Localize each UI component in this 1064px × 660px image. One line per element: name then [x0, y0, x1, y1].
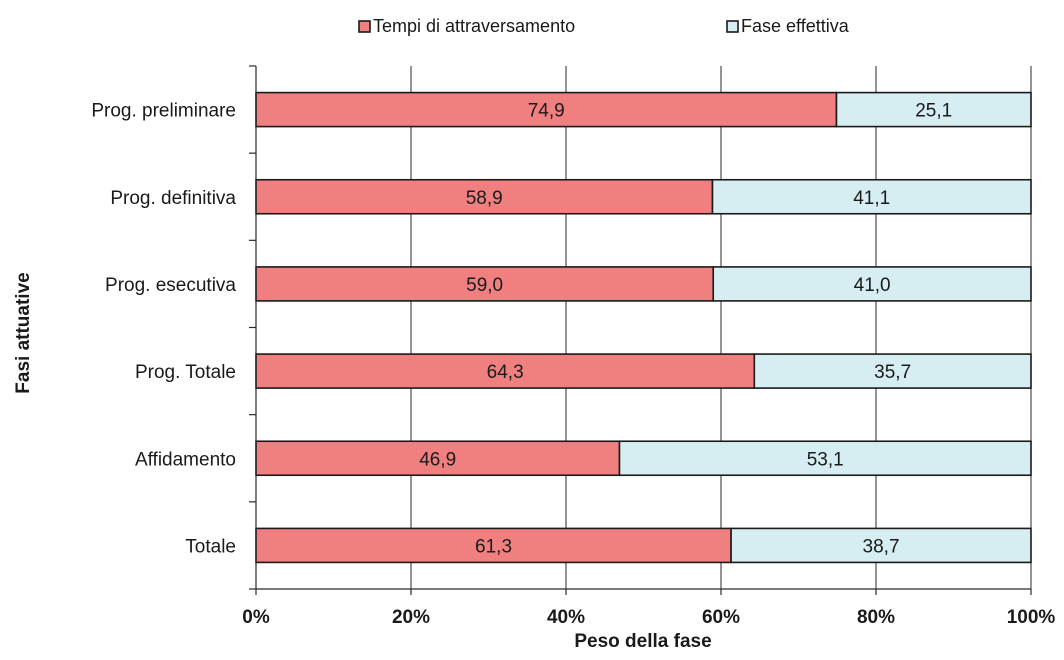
axes: [249, 65, 1032, 595]
bar-segment: [255, 91, 838, 128]
legend-label: Tempi di attraversamento: [373, 16, 575, 36]
bar-segment: [255, 266, 715, 302]
data-label: 25,1: [915, 101, 952, 122]
data-label: 46,9: [419, 449, 456, 470]
x-tick-label: 100%: [1007, 607, 1056, 628]
category-label: Prog. definitiva: [110, 188, 236, 209]
data-label: 58,9: [466, 188, 503, 209]
legend: Tempi di attraversamento Fase effettiva: [358, 16, 850, 36]
category-label: Totale: [185, 536, 236, 557]
data-label: 53,1: [807, 449, 844, 470]
bar-segment: [255, 527, 732, 564]
bar-segment: [835, 91, 1032, 128]
data-label: 64,3: [487, 362, 524, 383]
data-label: 41,1: [853, 188, 890, 209]
data-label: 35,7: [874, 362, 911, 383]
legend-swatch: [358, 20, 371, 33]
labels: 0% 20% 40% 60% 80% 100% Prog. preliminare 74,9 2…: [91, 101, 1055, 628]
category-label: Prog. Totale: [135, 362, 236, 383]
bar-segment: [255, 353, 756, 389]
category-label: Prog. preliminare: [91, 101, 236, 122]
x-axis-title: Peso della fase: [574, 631, 711, 652]
category-label: Prog. esecutiva: [105, 275, 236, 296]
x-tick-label: 20%: [392, 607, 430, 628]
bar-segment: [730, 527, 1032, 564]
data-label: 38,7: [863, 536, 900, 557]
grid-lines: [410, 66, 1032, 589]
legend-swatch: [726, 20, 739, 33]
data-label: 41,0: [854, 275, 891, 296]
category-label: Affidamento: [135, 449, 236, 470]
bar-segment: [255, 178, 714, 215]
x-tick-label: 60%: [702, 607, 740, 628]
data-label: 74,9: [528, 101, 565, 122]
x-tick-label: 80%: [857, 607, 895, 628]
legend-label: Fase effettiva: [741, 16, 850, 36]
data-label: 61,3: [475, 536, 512, 557]
x-tick-label: 0%: [242, 607, 270, 628]
bar-segment: [618, 440, 1032, 477]
bar-segment: [753, 353, 1032, 389]
x-tick-label: 40%: [547, 607, 585, 628]
y-axis-title: Fasi attuative: [13, 272, 34, 393]
bar-segment: [255, 440, 621, 477]
bar-segment: [712, 266, 1032, 302]
bar-segment: [711, 178, 1032, 215]
data-label: 59,0: [466, 275, 503, 296]
bars: [255, 91, 1032, 564]
